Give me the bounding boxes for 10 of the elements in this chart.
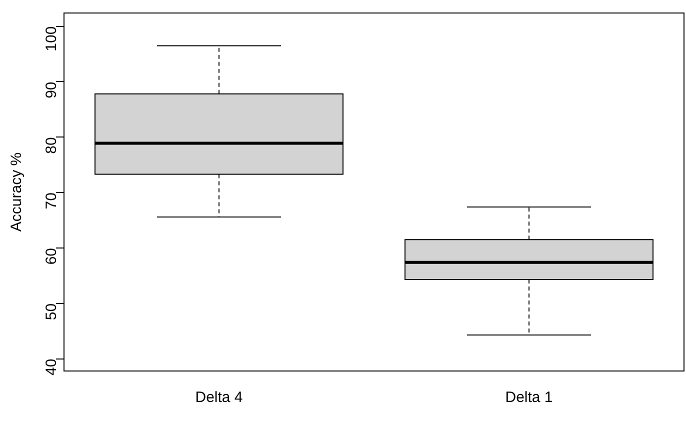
y-tick-label: 60 [43, 248, 60, 265]
x-tick-label: Delta 4 [195, 389, 243, 406]
y-tick-label: 50 [43, 303, 60, 320]
y-tick-label: 80 [43, 137, 60, 154]
y-axis-title: Accuracy % [8, 152, 26, 232]
y-tick-label: 100 [43, 26, 60, 52]
y-tick-label: 70 [43, 192, 60, 210]
y-tick-label: 40 [43, 358, 60, 376]
y-tick-label: 90 [43, 82, 60, 98]
x-tick-label: Delta 1 [505, 389, 553, 406]
